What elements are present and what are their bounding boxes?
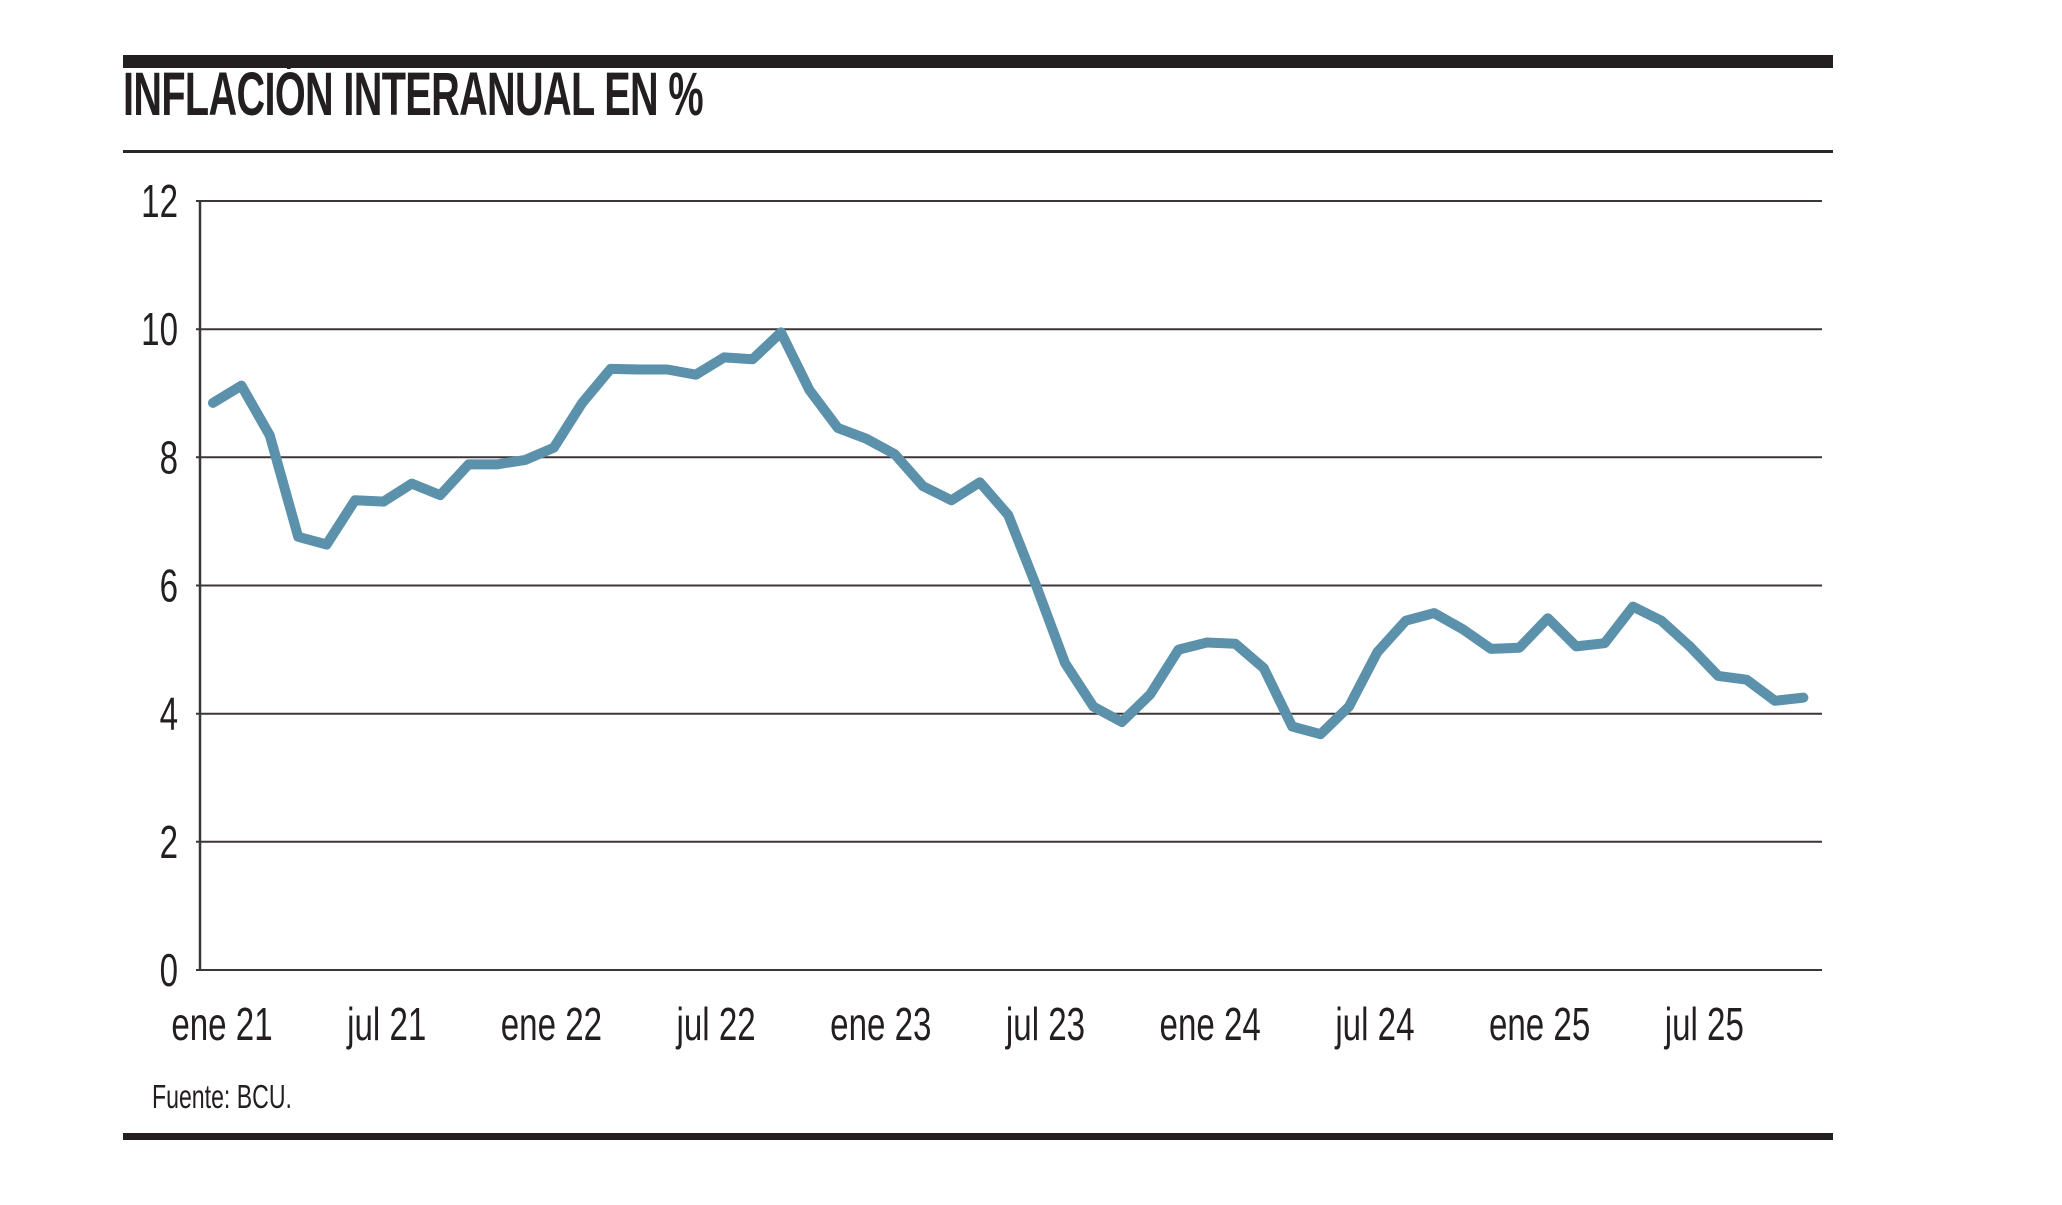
x-tick-label: ene 21 bbox=[171, 1000, 272, 1050]
x-tick-label: ene 23 bbox=[830, 1000, 931, 1050]
title-underline-rule bbox=[123, 150, 1833, 153]
x-tick-label: ene 22 bbox=[501, 1000, 602, 1050]
y-tick-label: 2 bbox=[160, 818, 178, 868]
x-tick-label: jul 22 bbox=[676, 1000, 756, 1050]
x-tick-label: ene 25 bbox=[1489, 1000, 1590, 1050]
y-tick-label: 0 bbox=[160, 946, 178, 996]
y-tick-label: 10 bbox=[141, 305, 178, 355]
chart-title: INFLACIÓN INTERANUAL EN % bbox=[123, 60, 704, 128]
bottom-rule-bar bbox=[123, 1133, 1833, 1140]
top-rule-bar bbox=[123, 55, 1833, 68]
x-tick-label: jul 21 bbox=[346, 1000, 426, 1050]
x-tick-label: jul 23 bbox=[1005, 1000, 1085, 1050]
x-tick-label: jul 25 bbox=[1664, 1000, 1744, 1050]
y-tick-label: 8 bbox=[160, 433, 178, 483]
source-note: Fuente: BCU. bbox=[152, 1078, 292, 1115]
y-tick-label: 6 bbox=[160, 561, 178, 611]
y-tick-label: 4 bbox=[160, 690, 178, 740]
inflation-line bbox=[208, 327, 1809, 740]
x-tick-label: jul 24 bbox=[1334, 1000, 1414, 1050]
x-tick-label: ene 24 bbox=[1160, 1000, 1261, 1050]
y-tick-label: 12 bbox=[141, 177, 178, 227]
